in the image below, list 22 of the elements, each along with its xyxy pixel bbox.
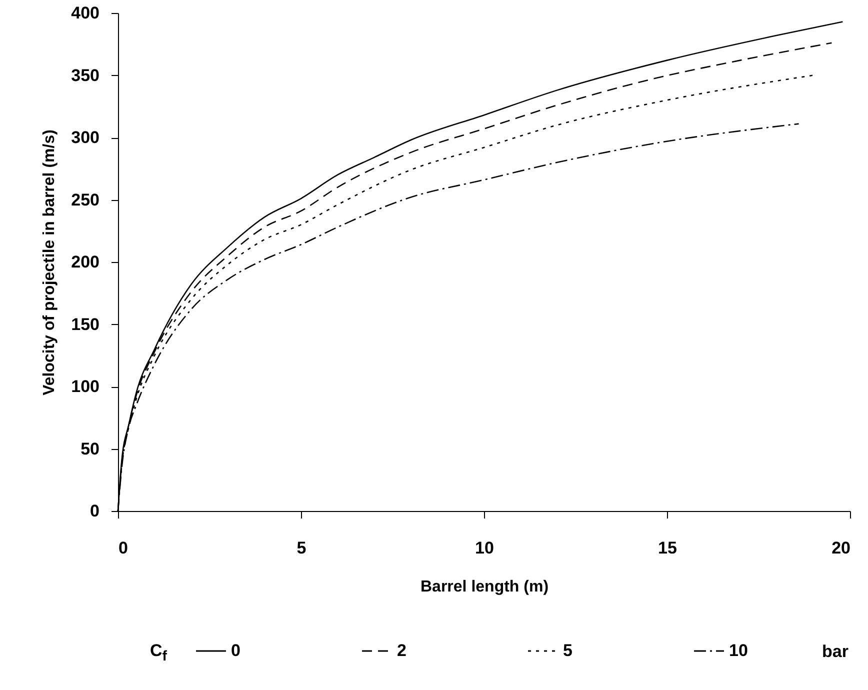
x-tick-label: 0 [118, 538, 128, 558]
y-tick-label: 200 [71, 252, 100, 272]
y-tick-label: 400 [71, 4, 100, 22]
x-tick-label: 10 [475, 538, 494, 558]
legend-label: 2 [397, 641, 406, 660]
x-tick-label: 15 [658, 538, 677, 558]
y-tick-label: 250 [71, 190, 100, 210]
y-tick-label: 350 [71, 66, 100, 85]
y-tick-label: 300 [71, 128, 100, 147]
text: bar [822, 642, 848, 662]
y-axis-title: Velocity of projectile in barrel (m/s) [41, 130, 58, 396]
legend-label: 0 [231, 641, 240, 660]
legend-title: C$_{f}$ [150, 641, 167, 664]
x-tick-label: 20 [832, 538, 850, 558]
x-tick-label: 5 [296, 538, 306, 558]
y-tick-label: 50 [80, 439, 100, 458]
x-axis-title: Barrel length (m) [420, 578, 549, 596]
y-tick-label: 150 [71, 314, 100, 334]
legend-label: 5 [563, 641, 572, 660]
y-tick-label: 100 [71, 377, 100, 396]
legend-label: 10 [729, 641, 748, 660]
y-tick-label: 0 [90, 502, 100, 520]
